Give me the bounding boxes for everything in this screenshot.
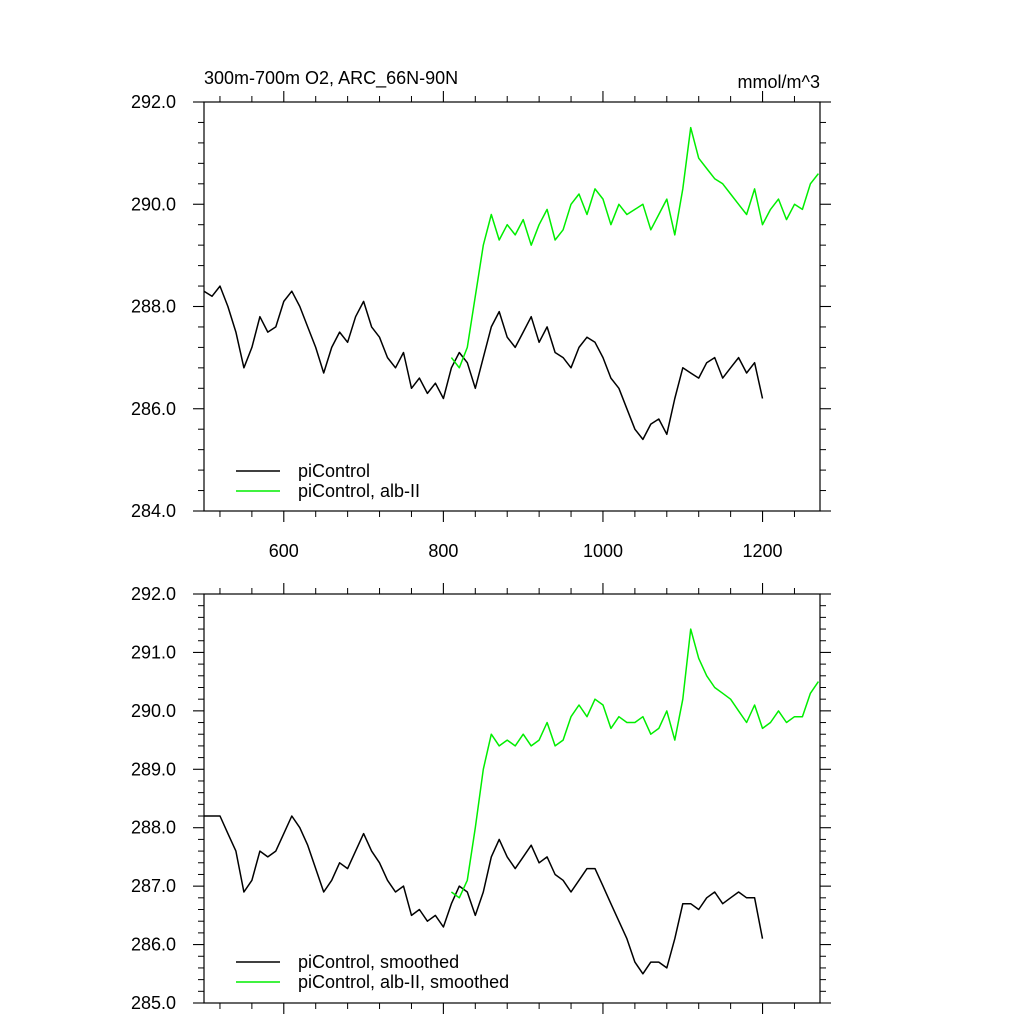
y-tick-label: 290.0 [131, 701, 176, 721]
top-ticks: 600 800 1000 1200 284.0 286.0 288.0 290.0 292.0 [131, 91, 831, 561]
y-tick-label: 284.0 [131, 501, 176, 521]
top-units: mmol/m^3 [738, 72, 820, 92]
bottom-ticks: 285.0 286.0 287.0 288.0 289.0 290.0 291.0 292.0 [131, 583, 831, 1014]
y-tick-label: 290.0 [131, 194, 176, 214]
top-panel: 300m-700m O2, ARC_66N-90N mmol/m^3 600 80… [131, 68, 831, 561]
y-tick-label: 289.0 [131, 759, 176, 779]
y-tick-label: 286.0 [131, 935, 176, 955]
series-line-picontrol [204, 815, 764, 975]
series-line-picontrol-alb-ii [450, 126, 819, 369]
y-tick-label: 291.0 [131, 642, 176, 662]
bottom-legend-label-picontrol: piControl, smoothed [298, 952, 459, 972]
bottom-legend: piControl, smoothed piControl, alb-II, s… [236, 952, 509, 992]
y-tick-label: 287.0 [131, 876, 176, 896]
bottom-plot-frame [203, 593, 821, 1004]
top-legend: piControl piControl, alb-II [236, 461, 420, 501]
top-legend-label-picontrol: piControl [298, 461, 370, 481]
series-line-picontrol [203, 285, 764, 441]
y-tick-label: 292.0 [131, 584, 176, 604]
y-tick-label: 288.0 [131, 297, 176, 317]
bottom-legend-label-alb: piControl, alb-II, smoothed [298, 972, 509, 992]
x-tick-label: 1000 [583, 541, 623, 561]
y-tick-label: 288.0 [131, 818, 176, 838]
x-tick-label: 1200 [743, 541, 783, 561]
bottom-series [204, 628, 820, 975]
top-title: 300m-700m O2, ARC_66N-90N [204, 68, 458, 89]
y-tick-label: 286.0 [131, 399, 176, 419]
series-line-picontrol-alb-ii [450, 628, 820, 899]
y-tick-label: 292.0 [131, 92, 176, 112]
top-plot-frame [203, 101, 821, 512]
top-series [203, 126, 819, 441]
x-tick-label: 600 [269, 541, 299, 561]
y-tick-label: 285.0 [131, 993, 176, 1013]
top-legend-label-alb: piControl, alb-II [298, 481, 420, 501]
x-tick-label: 800 [428, 541, 458, 561]
bottom-panel: 285.0 286.0 287.0 288.0 289.0 290.0 291.0 292.0… [131, 583, 831, 1014]
